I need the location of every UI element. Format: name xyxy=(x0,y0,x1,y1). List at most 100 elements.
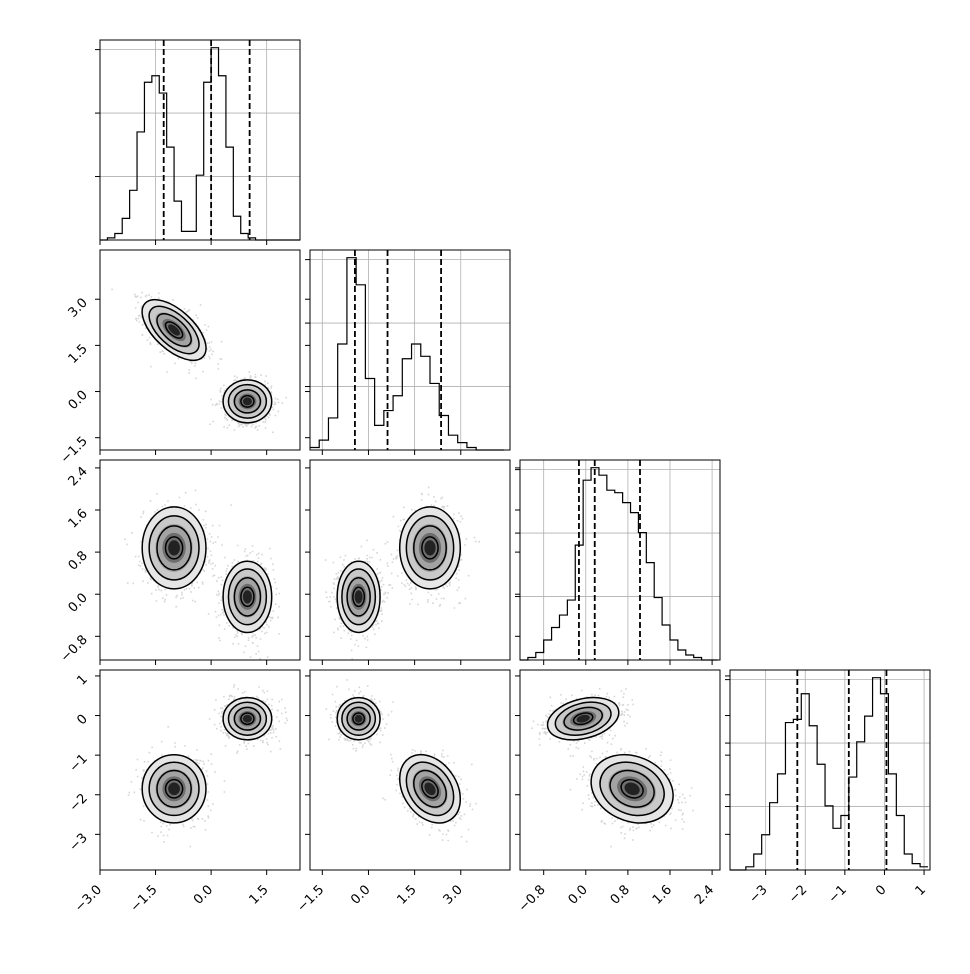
contour-line xyxy=(413,769,447,808)
contour-line xyxy=(233,706,262,731)
y-tick-label: −0.8 xyxy=(58,633,91,666)
x-tick-label: −1.5 xyxy=(294,882,327,915)
contour-line xyxy=(620,778,644,799)
contour-line xyxy=(227,701,268,736)
y-tick-label: 1.5 xyxy=(66,342,91,367)
histogram-step xyxy=(100,47,300,241)
y-tick-label: 0.0 xyxy=(66,388,91,413)
histogram-panel-1 xyxy=(305,249,511,451)
contour-line xyxy=(352,712,366,726)
cluster-1-density xyxy=(336,560,381,634)
contour-line xyxy=(405,515,455,581)
y-tick-label: −2 xyxy=(67,791,91,815)
x-tick-label: 0 xyxy=(873,882,889,898)
histogram-step xyxy=(310,257,504,451)
density-level xyxy=(242,590,252,604)
x-tick-label: 1.5 xyxy=(394,882,419,907)
y-tick-label: 2.4 xyxy=(66,464,91,489)
cluster-1-density xyxy=(546,696,620,741)
cluster-1-density xyxy=(336,696,381,741)
x-tick-label: 1 xyxy=(913,882,929,898)
panel-frame xyxy=(99,39,301,241)
contour-line xyxy=(352,586,366,608)
contour-line xyxy=(240,712,255,726)
x-tick-label: 0.0 xyxy=(191,882,216,907)
density-level xyxy=(424,782,436,796)
x-tick-label: 0.0 xyxy=(348,882,373,907)
contour-line xyxy=(222,696,273,741)
y-tick-label: 0.8 xyxy=(66,548,91,573)
panel-content xyxy=(531,688,694,848)
density-level xyxy=(354,714,363,723)
histogram-step xyxy=(520,467,718,661)
panel-frame xyxy=(99,459,301,661)
cluster-1-density xyxy=(222,696,273,741)
cluster-0-density xyxy=(141,298,207,362)
contour-line xyxy=(346,706,371,731)
x-tick-label: 3.0 xyxy=(441,882,466,907)
y-tick-label: −1 xyxy=(67,751,91,775)
scatter-panel-1-2 xyxy=(309,459,511,661)
panel-content xyxy=(124,489,281,660)
contour-line xyxy=(141,753,207,824)
contour-line xyxy=(164,321,184,339)
contour-line xyxy=(563,706,604,731)
contour-line xyxy=(341,701,377,736)
cluster-0-density xyxy=(398,753,462,824)
histogram-panel-2 xyxy=(515,459,721,661)
contour-line xyxy=(141,298,207,362)
contour-line xyxy=(405,761,455,817)
contour-line xyxy=(341,568,377,626)
histogram-step xyxy=(730,677,929,871)
contour-line xyxy=(546,696,620,741)
density-level xyxy=(168,324,180,336)
x-tick-label: 0.0 xyxy=(566,882,591,907)
cluster-0-density xyxy=(398,506,462,590)
x-tick-label: 1.5 xyxy=(246,882,271,907)
panel-frame xyxy=(309,249,511,451)
panel-frame xyxy=(99,249,301,451)
panel-frame xyxy=(729,669,931,871)
contour-line xyxy=(590,753,674,824)
x-tick-label: −1.5 xyxy=(128,882,161,915)
density-level xyxy=(576,714,590,723)
contour-line xyxy=(164,778,184,799)
contour-line xyxy=(398,753,462,824)
contour-line xyxy=(164,536,184,560)
density-level xyxy=(354,590,363,604)
scatter-panel-1-3 xyxy=(309,669,511,871)
contour-line xyxy=(156,313,192,347)
contour-line xyxy=(413,525,447,571)
cluster-0-density xyxy=(141,753,207,824)
contour-line xyxy=(421,778,439,799)
contour-line xyxy=(148,305,200,355)
panel-frame xyxy=(519,669,721,871)
density-level xyxy=(242,397,252,406)
y-tick-label: −3 xyxy=(67,831,91,855)
x-tick-label: 1.6 xyxy=(650,882,675,907)
panel-frame xyxy=(99,669,301,871)
panel-content xyxy=(111,288,287,434)
density-level xyxy=(168,782,180,796)
contour-line xyxy=(141,506,207,590)
contour-line xyxy=(156,769,192,808)
scatter-panel-0-2 xyxy=(99,459,301,661)
contour-line xyxy=(240,586,255,608)
scatter-panel-0-1 xyxy=(99,249,301,451)
contour-line xyxy=(240,394,255,408)
contour-line xyxy=(227,568,268,626)
y-tick-label: 0 xyxy=(74,712,90,728)
contour-line xyxy=(156,525,192,571)
y-tick-label: 3.0 xyxy=(66,295,91,320)
contour-line xyxy=(599,761,665,817)
cluster-0-density xyxy=(590,753,674,824)
contour-line xyxy=(227,383,268,419)
scatter-panel-2-3 xyxy=(519,669,721,871)
panel-frame xyxy=(519,459,721,661)
contour-line xyxy=(148,761,200,817)
x-tick-label: −0.8 xyxy=(516,882,549,915)
cluster-0-density xyxy=(141,506,207,590)
contour-line xyxy=(222,560,273,634)
